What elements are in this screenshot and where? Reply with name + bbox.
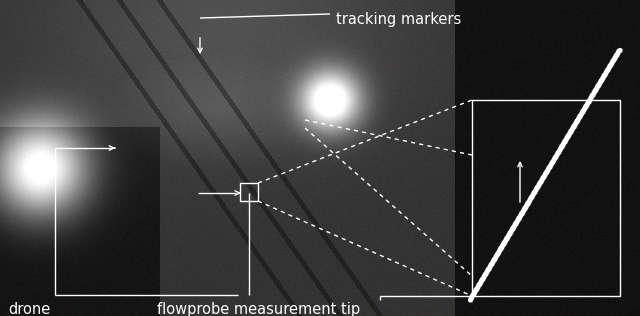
Bar — [240, 183, 258, 201]
Text: flowprobe measurement tip: flowprobe measurement tip — [157, 302, 360, 316]
Bar — [472, 100, 620, 296]
Text: tracking markers: tracking markers — [336, 12, 461, 27]
Text: drone: drone — [8, 302, 51, 316]
